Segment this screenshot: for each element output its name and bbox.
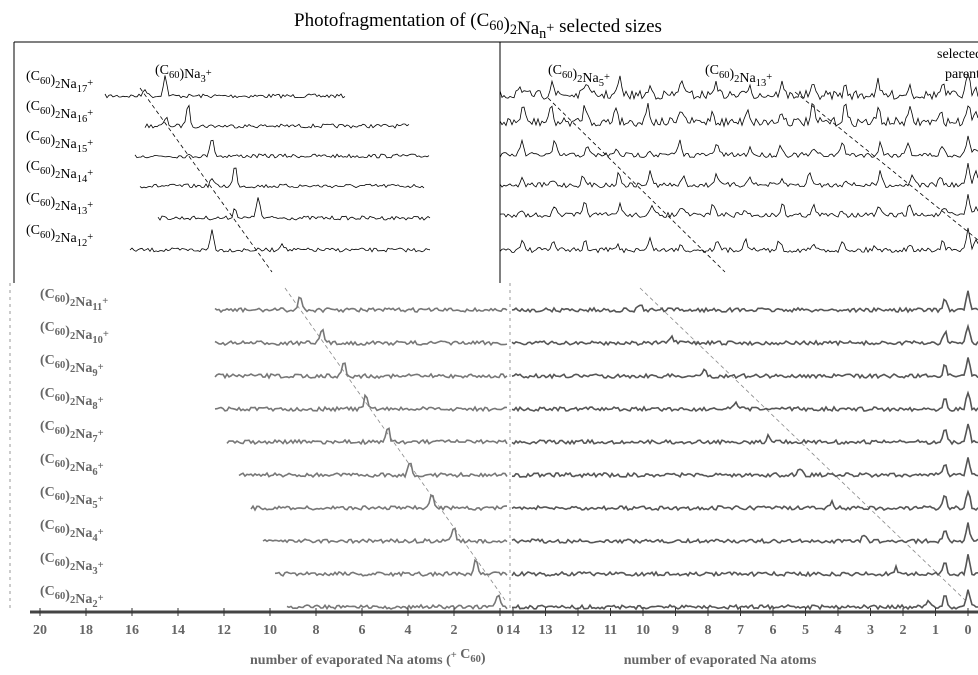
spectrum-trace bbox=[499, 102, 978, 128]
annotation: (C60)2Na5+ bbox=[548, 63, 610, 89]
spectrum-trace bbox=[499, 135, 978, 159]
x-tick-label: 0 bbox=[497, 623, 504, 638]
x-tick-label: 8 bbox=[705, 623, 712, 638]
x-tick-label: 11 bbox=[604, 623, 617, 638]
spectrum-trace bbox=[144, 104, 410, 129]
x-tick-label: 14 bbox=[506, 623, 520, 638]
spectrum-trace bbox=[214, 393, 508, 413]
axis-title: number of evaporated Na atoms (+ C60) bbox=[250, 647, 486, 668]
trace-label: (C60)2Na16+ bbox=[26, 99, 93, 125]
x-tick-label: 10 bbox=[636, 623, 650, 638]
spectrum-trace bbox=[499, 72, 978, 101]
x-tick-label: 9 bbox=[672, 623, 679, 638]
trace-label: (C60)2Na5+ bbox=[40, 485, 104, 511]
spectrum-trace bbox=[511, 390, 978, 413]
figure-title: Photofragmentation of (C60)2Nan+ selecte… bbox=[294, 10, 662, 42]
spectrum-trace bbox=[226, 427, 508, 446]
trace-label: (C60)2Na13+ bbox=[26, 191, 93, 217]
trace-label: (C60)2Na3+ bbox=[40, 551, 104, 577]
spectrum-trace bbox=[139, 167, 425, 189]
x-tick-label: 14 bbox=[171, 623, 185, 638]
spectrum-trace bbox=[499, 194, 978, 219]
spectrum-trace bbox=[511, 323, 978, 347]
spectrum-trace bbox=[274, 558, 508, 578]
spectrum-trace bbox=[214, 328, 508, 347]
trace-label: (C60)2Na9+ bbox=[40, 353, 104, 379]
spectrum-trace bbox=[214, 362, 508, 380]
x-tick-label: 10 bbox=[263, 623, 277, 638]
trace-label: (C60)2Na7+ bbox=[40, 419, 104, 445]
x-tick-label: 4 bbox=[835, 623, 842, 638]
spectrum-trace bbox=[134, 139, 430, 159]
spectrum-trace bbox=[511, 522, 978, 545]
trace-label: (C60)2Na12+ bbox=[26, 223, 93, 249]
spectrum-trace bbox=[286, 594, 508, 610]
x-tick-label: 13 bbox=[539, 623, 553, 638]
spectrum-trace bbox=[262, 527, 508, 545]
spectrum-trace bbox=[238, 462, 508, 479]
spectrum-trace bbox=[157, 197, 431, 221]
spectrum-trace bbox=[129, 229, 431, 253]
spectrum-trace bbox=[511, 290, 978, 314]
trace-label: (C60)2Na10+ bbox=[40, 320, 109, 346]
spectrum-trace bbox=[511, 554, 978, 578]
spectrum-trace bbox=[511, 423, 978, 446]
annotation: selected bbox=[937, 47, 978, 62]
trace-label: (C60)2Na4+ bbox=[40, 518, 104, 544]
spectrum-trace bbox=[511, 457, 978, 479]
x-tick-label: 6 bbox=[359, 623, 366, 638]
spectrum-trace bbox=[104, 75, 346, 99]
x-tick-label: 2 bbox=[451, 623, 458, 638]
x-tick-label: 0 bbox=[965, 623, 972, 638]
spectrum-trace bbox=[499, 227, 978, 254]
spectrum-trace bbox=[499, 163, 978, 189]
trace-label: (C60)2Na17+ bbox=[26, 69, 93, 95]
x-tick-label: 18 bbox=[79, 623, 93, 638]
annotation: parents bbox=[945, 67, 978, 82]
axis-title: number of evaporated Na atoms bbox=[624, 653, 817, 668]
x-tick-label: 7 bbox=[737, 623, 744, 638]
spectrum-trace bbox=[512, 589, 978, 611]
x-tick-label: 4 bbox=[405, 623, 412, 638]
trace-label: (C60)2Na15+ bbox=[26, 129, 93, 155]
trace-label: (C60)2Na2+ bbox=[40, 584, 104, 610]
x-tick-label: 12 bbox=[571, 623, 585, 638]
spectrum-trace bbox=[511, 489, 978, 512]
spectrum-trace bbox=[214, 296, 508, 314]
x-tick-label: 16 bbox=[125, 623, 139, 638]
x-tick-label: 6 bbox=[770, 623, 777, 638]
x-tick-label: 2 bbox=[900, 623, 907, 638]
trace-label: (C60)2Na11+ bbox=[40, 287, 108, 313]
x-tick-label: 3 bbox=[867, 623, 874, 638]
trace-label: (C60)2Na14+ bbox=[26, 159, 93, 185]
x-tick-label: 5 bbox=[802, 623, 809, 638]
spectrum-trace bbox=[250, 494, 508, 512]
x-tick-label: 8 bbox=[313, 623, 320, 638]
x-tick-label: 12 bbox=[217, 623, 231, 638]
panel-frames bbox=[9, 41, 978, 614]
x-tick-label: 20 bbox=[33, 623, 47, 638]
annotation: (C60)Na3+ bbox=[155, 63, 212, 85]
spectrum-trace bbox=[511, 357, 978, 380]
guide-lines bbox=[139, 87, 978, 601]
trace-label: (C60)2Na6+ bbox=[40, 452, 104, 478]
x-tick-label: 1 bbox=[932, 623, 939, 638]
trace-label: (C60)2Na8+ bbox=[40, 386, 104, 412]
